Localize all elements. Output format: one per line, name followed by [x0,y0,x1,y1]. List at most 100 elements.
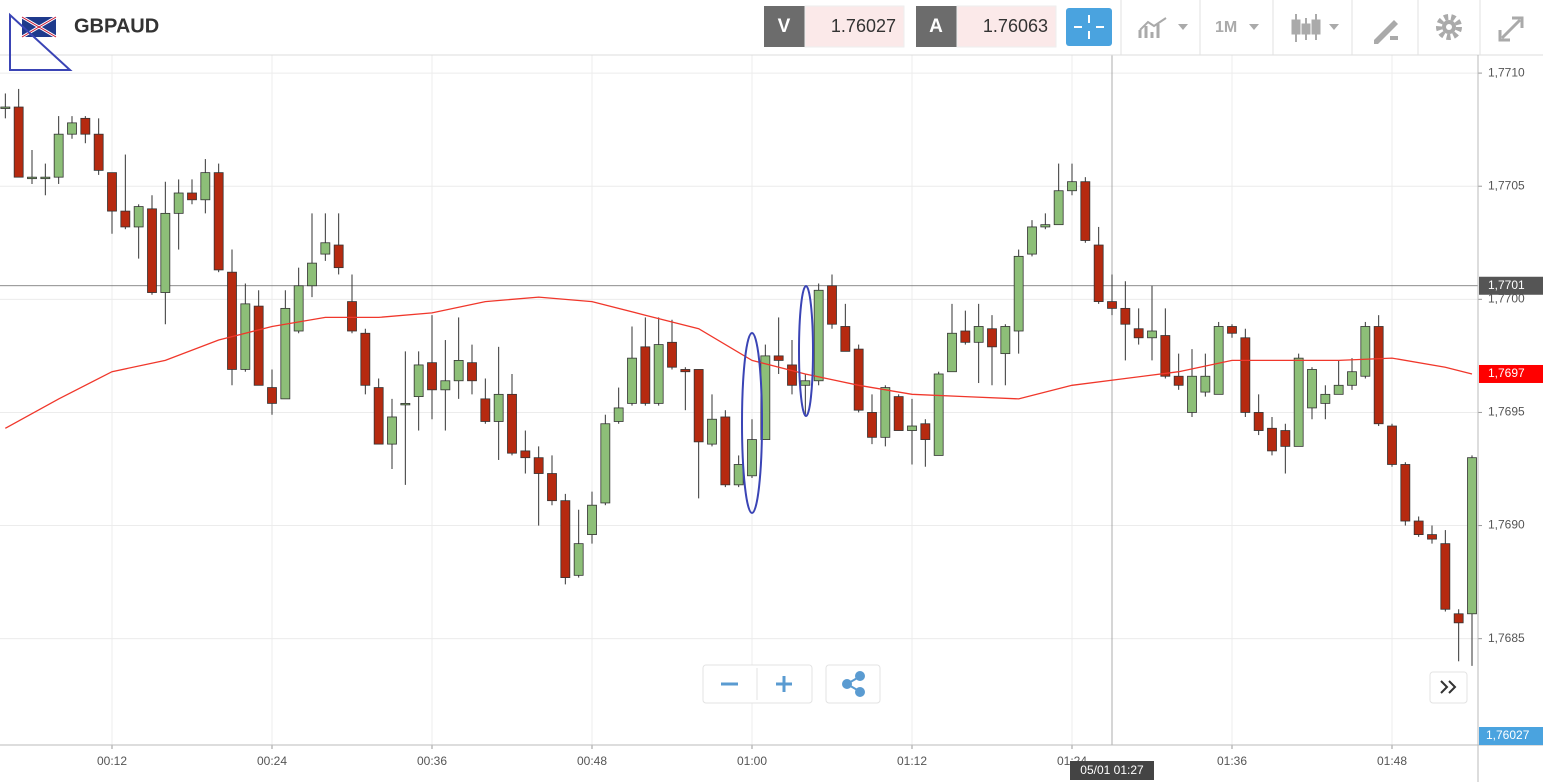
candle-body [947,332,957,373]
candle-body [1467,457,1477,615]
chart-type-button[interactable] [1138,17,1188,38]
candle-body [800,380,811,386]
timeframe[interactable]: 1M [1215,19,1237,36]
candle-body [267,387,277,404]
candle-body [67,122,77,135]
candle-body [880,387,891,438]
candle-body [533,457,544,474]
candle-body [907,425,917,431]
crosshair-button[interactable] [1066,8,1112,46]
draw-button[interactable] [1374,20,1398,44]
ma-price-tag [1479,364,1543,383]
candle-body [227,271,237,370]
candle-body [1133,328,1144,339]
candle-body [440,380,451,391]
scroll-end-button[interactable] [1429,671,1468,704]
candle-body [1053,190,1064,226]
candle-body [507,393,517,454]
zoom-in[interactable] [776,676,792,692]
candle-body [280,307,291,400]
candle-body [1160,335,1171,377]
candle-body [253,305,264,386]
candle-body [813,289,824,382]
candle-body [53,133,64,178]
candle-body [1453,613,1464,624]
y-tick-label: 1,7705 [1488,178,1525,192]
candle-body [693,369,704,443]
candle-body [1333,384,1344,395]
candle-body [1440,543,1451,610]
candle-body [600,423,611,504]
candle-body [960,330,971,343]
candle-body [240,303,251,370]
candle-body [573,543,584,576]
candle-body [200,172,211,201]
candle-body [107,172,117,212]
x-tick-label: 01:00 [737,754,767,768]
x-tick-label: 00:24 [257,754,287,768]
candle-body [1227,326,1237,334]
candle-body [1427,534,1437,540]
candle-body [1187,375,1197,413]
candle-body [147,208,157,293]
bid-price: 1.76027 [831,16,896,36]
candle-body [347,301,357,332]
candle-body [667,341,677,368]
candle-body [1200,375,1211,393]
candle-body [827,285,837,325]
candle-body [40,176,51,180]
candle-body [1293,357,1304,447]
candle-body [893,396,904,431]
bid-letter: V [778,16,791,37]
candle-style-button[interactable] [1291,14,1339,42]
candle-body [1320,393,1331,404]
candle-body [560,500,571,578]
candle-body [1400,464,1411,522]
candle-body [1280,430,1291,447]
candle-body [1213,326,1224,395]
candle-body [373,387,384,445]
bid-box[interactable] [804,5,905,48]
candle-body [840,326,851,352]
candle-body [187,192,197,201]
candle-body [27,176,37,180]
bid-letter-box[interactable] [764,6,805,47]
candle-body [987,328,997,348]
bid-price-label: 1,76027 [1486,728,1530,742]
ask-letter-box[interactable] [916,6,957,47]
candle-body [80,117,91,135]
candle-body [1000,326,1011,355]
candle-body [1040,224,1051,228]
candle-body [973,326,984,343]
triangle-annotation [9,12,73,71]
candle-body [680,369,691,373]
share-button[interactable] [842,671,865,697]
fullscreen-button[interactable] [1498,16,1524,42]
settings-button[interactable] [1436,14,1462,40]
candle-body [1107,301,1117,309]
candle-body [160,212,171,293]
candle-body [93,133,104,171]
candle-body [1240,337,1251,413]
candle-body [1373,326,1384,425]
moving-average [4,296,1473,429]
crosshair-price-label: 1,7701 [1488,278,1525,292]
ask-letter: A [929,16,943,37]
flag [21,15,57,39]
plot [0,88,1477,666]
candle-body [720,416,731,486]
crosshair-time-tag [1070,761,1154,780]
candle-body [653,344,664,404]
candle-body [773,355,784,361]
candle-body [0,106,11,109]
candle-body [1013,255,1024,332]
ask-box[interactable] [956,5,1057,48]
candle-body [360,332,371,386]
candle-body [1253,412,1264,431]
candle-body [1067,181,1077,192]
candle-body [400,402,411,406]
candle-body [787,364,797,386]
candle-body [640,346,651,404]
bid-price-tag [1479,727,1543,745]
y-tick-label: 1,7695 [1488,405,1525,419]
